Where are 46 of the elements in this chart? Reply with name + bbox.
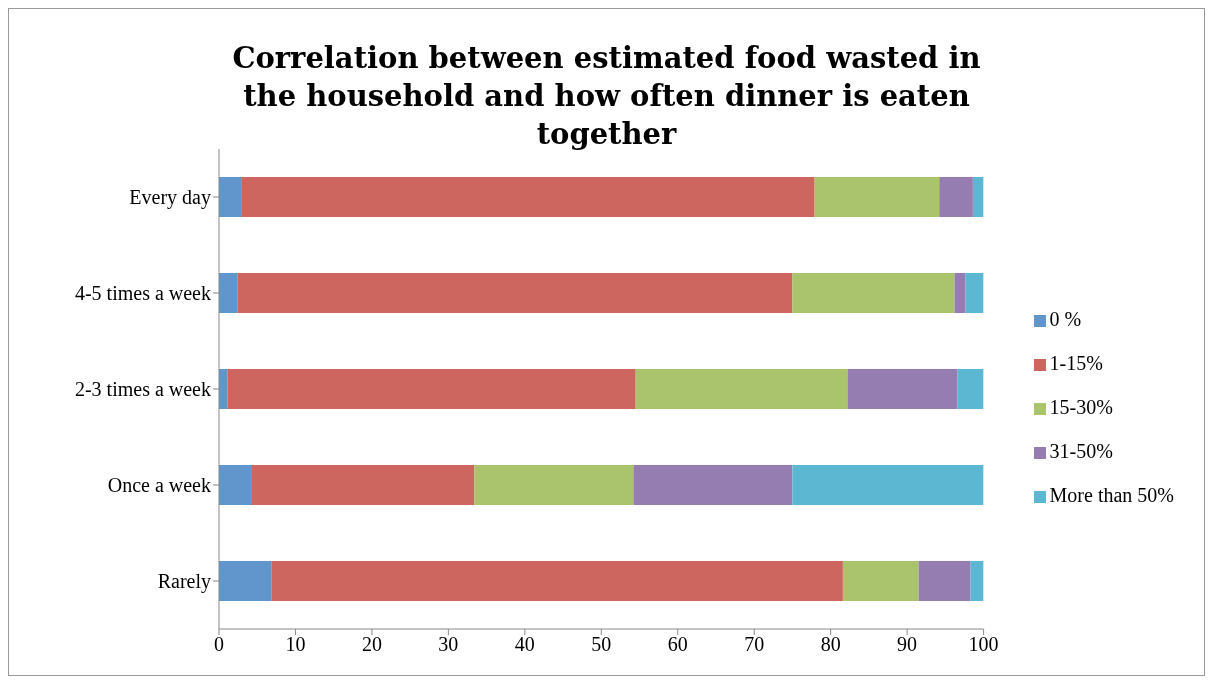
bar — [842, 561, 919, 601]
bar — [219, 177, 242, 217]
bar — [474, 465, 634, 505]
x-tick-label: 80 — [820, 633, 841, 656]
bar — [965, 273, 984, 313]
y-tick-label: Every day — [129, 186, 211, 210]
chart-title: Correlation between estimated food wasted in the household and how often dinner is eaten together — [231, 40, 982, 153]
bar — [237, 273, 793, 313]
y-tick-label: 2-3 times a week — [74, 378, 211, 401]
x-tick-label: 10 — [285, 633, 306, 656]
x-tick-label: 60 — [667, 633, 688, 656]
legend-label: More than 50% — [1049, 483, 1174, 506]
legend-label: 31-50% — [1049, 439, 1113, 462]
bar — [814, 177, 940, 217]
x-tick-label: 100 — [968, 633, 999, 656]
bar — [792, 273, 955, 313]
bar — [241, 177, 815, 217]
bar — [972, 177, 984, 217]
bar — [918, 561, 971, 601]
bar — [251, 465, 475, 505]
bar — [847, 369, 958, 409]
bar — [939, 177, 973, 217]
x-tick-label: 90 — [897, 633, 918, 656]
legend-label: 1-15% — [1049, 351, 1103, 374]
bar — [635, 369, 848, 409]
x-tick-label: 50 — [591, 633, 612, 656]
bar — [954, 273, 966, 313]
x-tick-label: 30 — [438, 633, 459, 656]
y-tick-label: Rarely — [157, 570, 211, 594]
bar — [219, 561, 272, 601]
bar — [219, 465, 252, 505]
y-tick-label: 4-5 times a week — [74, 282, 211, 305]
bar — [957, 369, 984, 409]
bar — [219, 273, 238, 313]
y-tick-label: Once a week — [107, 474, 211, 497]
x-tick-label: 20 — [361, 633, 382, 656]
bar — [792, 465, 984, 505]
bar — [970, 561, 984, 601]
x-tick-label: 40 — [514, 633, 535, 656]
x-tick-label: 70 — [744, 633, 765, 656]
x-tick-label: 0 — [214, 633, 224, 656]
bar — [271, 561, 843, 601]
bar — [633, 465, 793, 505]
legend-label: 15-30% — [1049, 395, 1113, 418]
legend-label: 0 % — [1049, 307, 1082, 330]
bar — [227, 369, 636, 409]
